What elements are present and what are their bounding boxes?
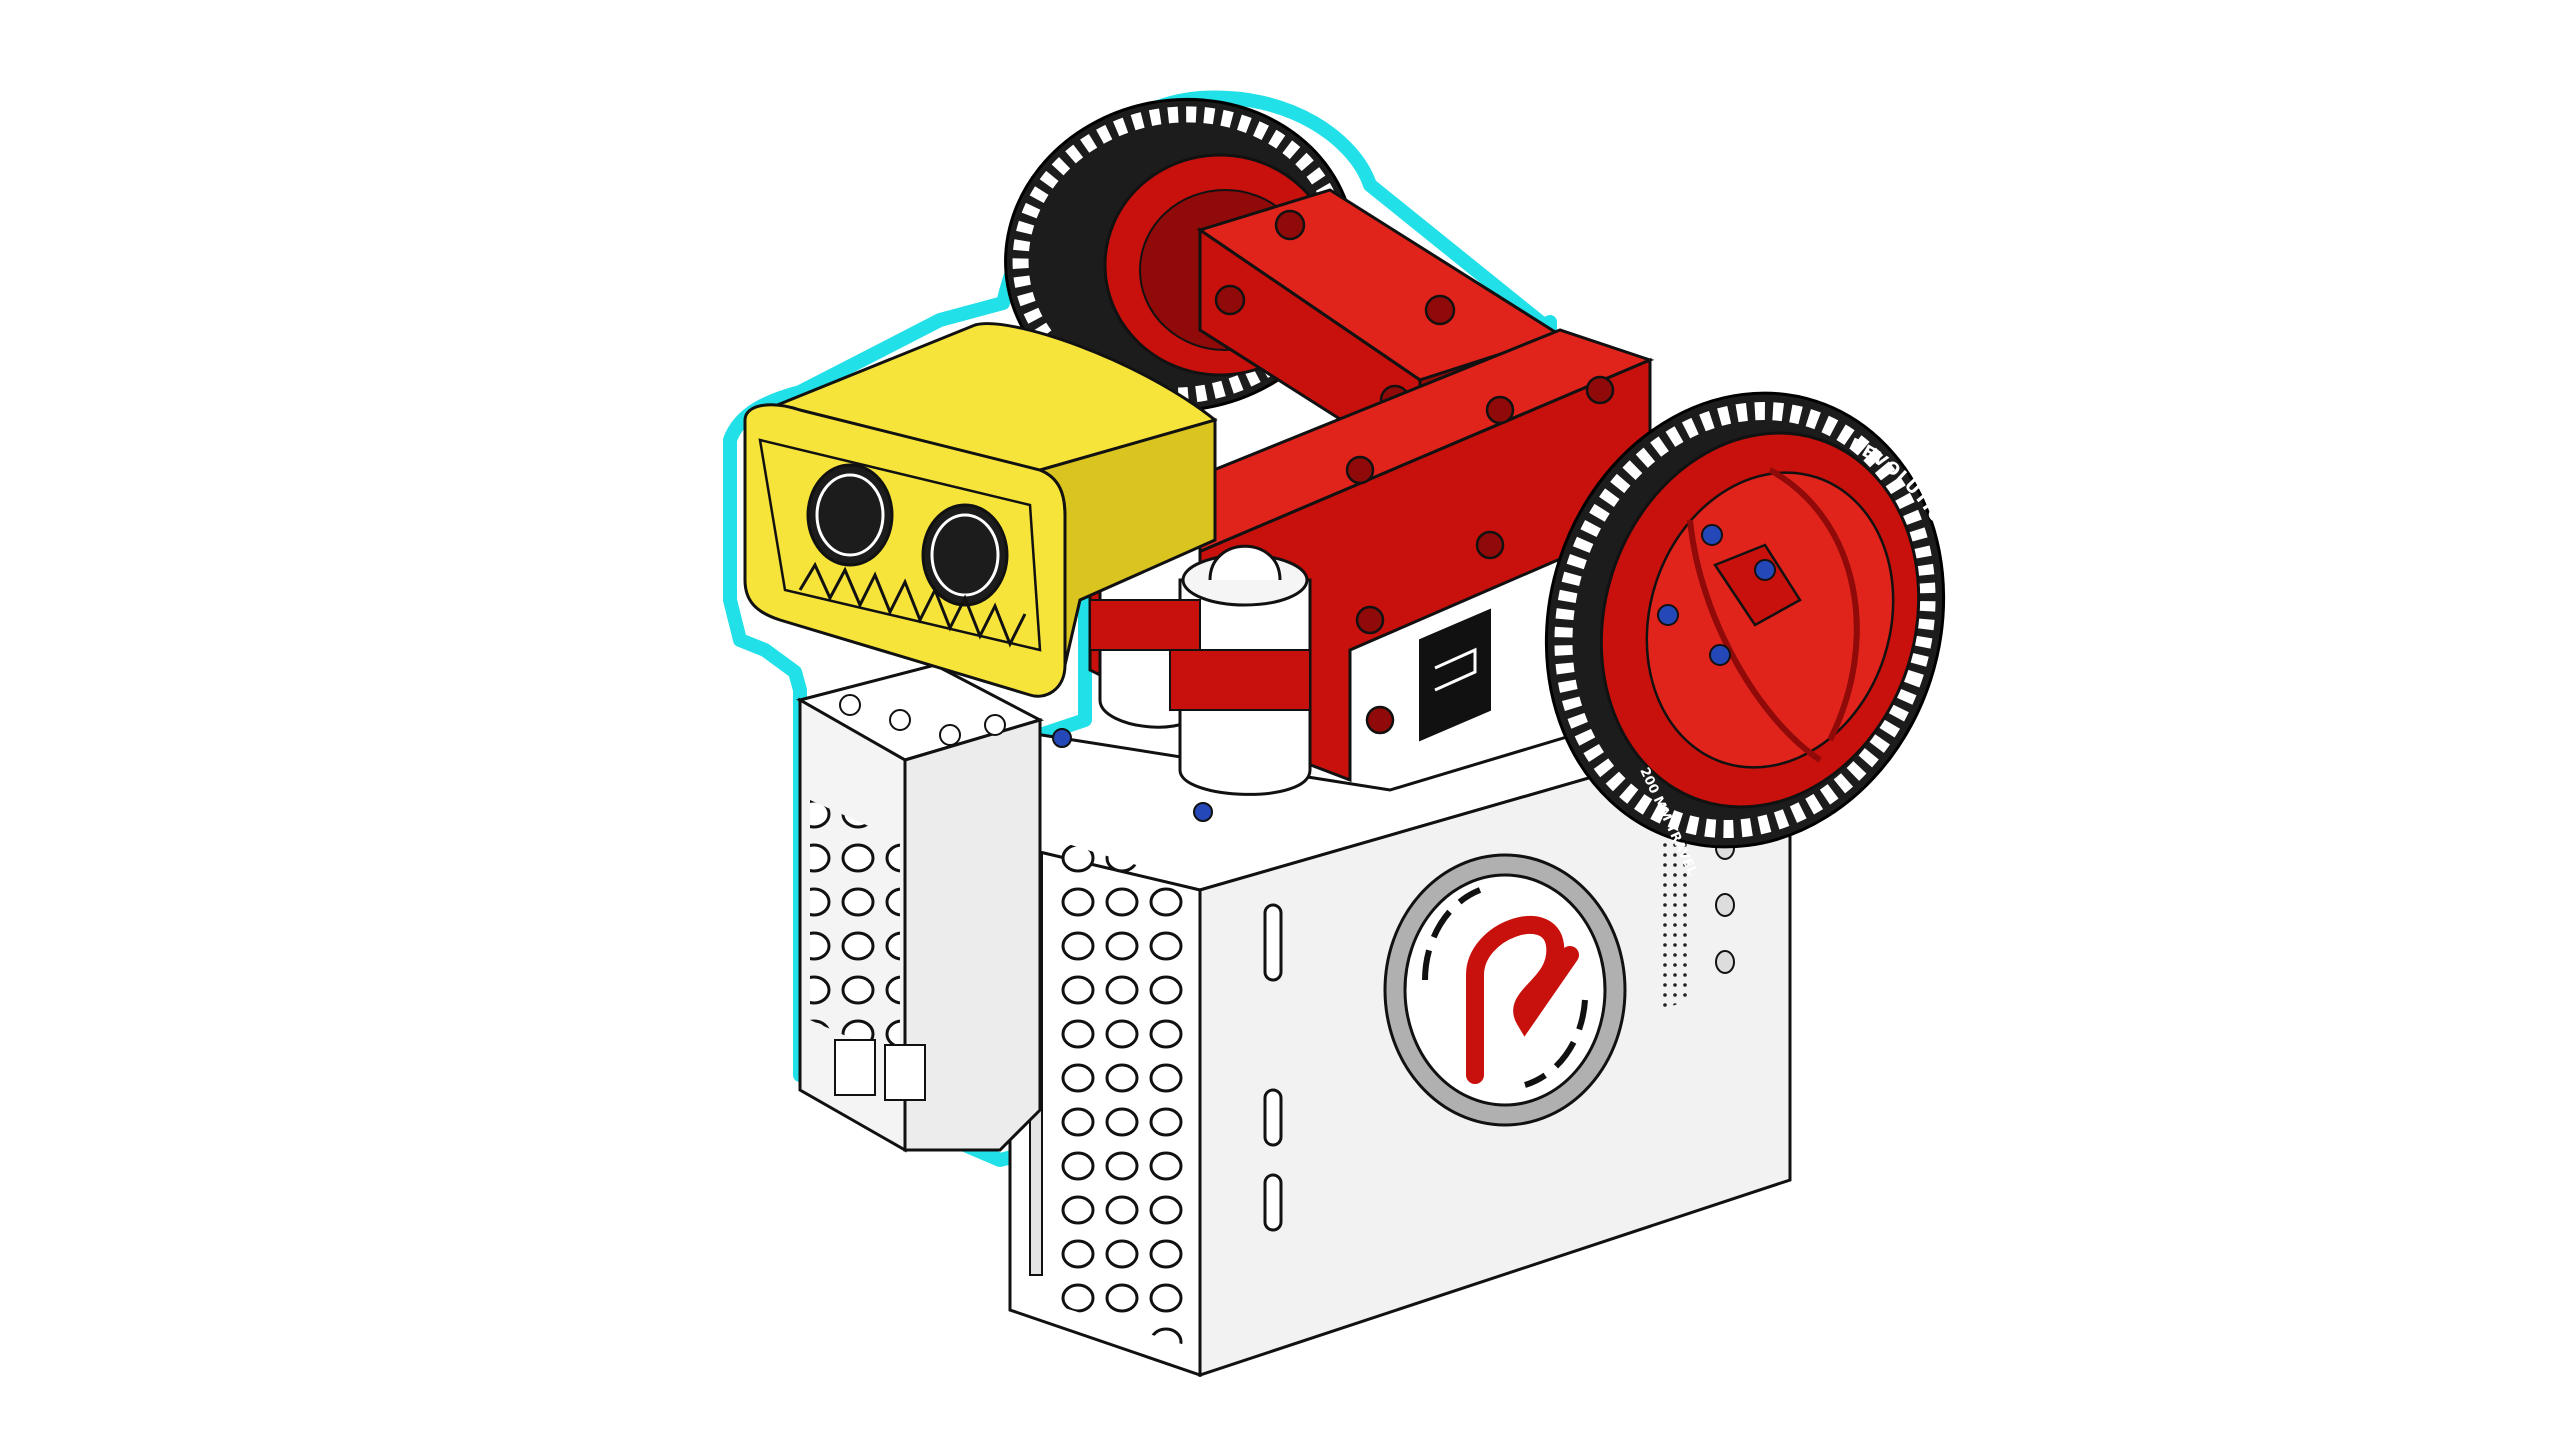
screw (1754, 559, 1776, 581)
frame-hole (1274, 209, 1306, 241)
frame-hole (1485, 395, 1515, 425)
frame-hole (1355, 605, 1385, 635)
status-light (1715, 950, 1735, 974)
frame-hole (1585, 375, 1615, 405)
brain-box-hole-grid (1055, 840, 1185, 1345)
sensor-red-band (1089, 599, 1201, 651)
speaker-grill (1660, 810, 1690, 1010)
logo-disc (1403, 873, 1607, 1107)
mount-block-hole-grid (810, 800, 900, 1060)
screw (1052, 728, 1072, 748)
cable-port (1419, 608, 1491, 742)
sensor-teeth (798, 561, 1027, 648)
frame-hole (1214, 284, 1246, 316)
frame-hole (1424, 294, 1456, 326)
mount-block-foot (834, 1039, 876, 1096)
screw (1701, 524, 1723, 546)
front-tire-tread (1554, 402, 1936, 838)
hub-cross (1713, 543, 1802, 627)
mount-hole (889, 709, 911, 731)
sensor-eye-left-rim (815, 473, 885, 557)
status-light (1715, 893, 1735, 917)
sensor-body-side (1035, 418, 1217, 666)
frame-hole (1475, 530, 1505, 560)
frame-hole (1365, 705, 1395, 735)
sensor-mount-block (796, 663, 1044, 1153)
sensor-dome (1208, 544, 1282, 581)
usb-slot (1263, 903, 1283, 982)
brand-logo-mark (1466, 916, 1579, 1084)
sensor-eye-left (806, 463, 894, 567)
front-wheel: REVOLUTION ROBOTICS 200 MM TRAVEL (1544, 391, 1975, 878)
usb-slot (1263, 1088, 1283, 1147)
sensor-eye-right (921, 503, 1009, 607)
screw (1657, 604, 1679, 626)
mount-hole (984, 714, 1006, 736)
brain-box (1008, 667, 1792, 1378)
hub-spoke (1687, 519, 1822, 763)
frame-hole (1345, 455, 1375, 485)
screw (1709, 644, 1731, 666)
usb-slot (1263, 1173, 1283, 1232)
mount-block-foot (884, 1044, 926, 1101)
logo-arc (1422, 887, 1482, 981)
mount-hole (939, 724, 961, 746)
hub-spoke (1768, 467, 1860, 742)
logo-arc (1524, 999, 1588, 1088)
light-sensor-stack (1089, 488, 1312, 796)
sensor-red-band (1169, 649, 1311, 711)
ultrasonic-sensor (743, 322, 1218, 698)
front-hub-inner (1645, 471, 1895, 769)
screw (1193, 802, 1213, 822)
cable-port-detail (1434, 647, 1477, 692)
sensor-face-rim (758, 438, 1042, 652)
mount-hole (839, 694, 861, 716)
